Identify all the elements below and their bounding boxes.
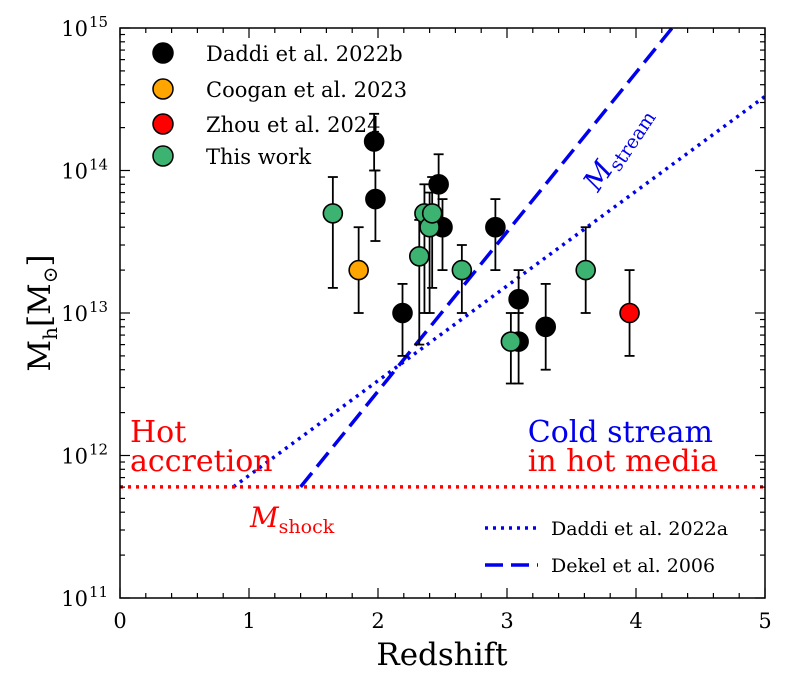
x-tick-label: 2 [371, 609, 384, 633]
legend-lines: Daddi et al. 2022a Dekel et al. 2006 [485, 518, 728, 577]
hot-accretion-label-line2: accretion [130, 444, 273, 479]
x-tick-label: 1 [242, 609, 255, 633]
y-tick-label: 10 [61, 160, 88, 184]
legend-points: Daddi et al. 2022b Coogan et al. 2023 Zh… [152, 42, 407, 169]
point-this-work-0 [322, 203, 344, 224]
legend-marker-this-work [152, 145, 174, 167]
legend-marker-coogan-2023 [152, 78, 174, 100]
x-tick-label: 3 [500, 609, 513, 633]
point-daddi-et-al-2022b-3 [428, 174, 449, 195]
axis-ticks [119, 27, 766, 599]
x-tick-label: 0 [113, 609, 126, 633]
cold-stream-label-line1: Cold stream [528, 415, 713, 450]
point-daddi-et-al-2022b-1 [365, 188, 386, 210]
point-daddi-et-al-2022b-5 [485, 216, 506, 238]
x-tick-label: 4 [629, 609, 642, 633]
line-daddi-et-al-2022a [232, 94, 767, 489]
y-tick-label-exponent: 11 [89, 583, 108, 601]
legend-label-zhou-2024: Zhou et al. 2024 [206, 113, 381, 137]
point-coogan-et-al-2023-0 [348, 259, 369, 281]
point-daddi-et-al-2022b-0 [363, 131, 385, 152]
y-tick-label-exponent: 12 [89, 441, 108, 459]
legend-label-daddi-2022b: Daddi et al. 2022b [206, 42, 403, 66]
m-shock-label: Mshock [249, 501, 335, 538]
point-daddi-et-al-2022b-8 [535, 316, 557, 338]
point-daddi-et-al-2022b-2 [392, 302, 413, 324]
point-this-work-5 [451, 259, 473, 281]
point-this-work-6 [500, 331, 522, 352]
y-tick-label: 10 [61, 587, 88, 611]
y-tick-label-exponent: 15 [89, 13, 108, 31]
legend-label-this-work: This work [206, 145, 311, 169]
y-tick-label: 10 [61, 17, 88, 41]
plot-frame [119, 27, 766, 599]
legend-marker-zhou-2024 [152, 113, 174, 135]
legend-label-coogan-2023: Coogan et al. 2023 [206, 78, 407, 102]
x-axis-label: Redshift [376, 637, 508, 673]
y-tick-label-exponent: 13 [89, 298, 108, 316]
line-dekel-et-al-2006 [299, 26, 674, 488]
point-zhou-et-al-2024-0 [619, 302, 640, 324]
cold-stream-label-line2: in hot media [528, 444, 718, 479]
y-tick-label-exponent: 14 [89, 156, 108, 174]
x-tick-label: 5 [758, 609, 771, 633]
m-stream-label: Mstream [576, 99, 661, 200]
model-lines [120, 26, 767, 489]
legend-label-daddi-2022a: Daddi et al. 2022a [551, 518, 728, 540]
legend-marker-daddi-2022b [152, 42, 174, 64]
hot-accretion-label-line1: Hot [130, 415, 186, 450]
data-points [322, 131, 640, 352]
point-this-work-1 [408, 245, 430, 267]
point-this-work-7 [575, 259, 596, 281]
error-bars [327, 112, 635, 385]
legend-label-dekel-2006: Dekel et al. 2006 [551, 555, 715, 577]
y-axis-label: Mh[M⊙] [22, 254, 62, 371]
point-daddi-et-al-2022b-6 [508, 288, 529, 310]
y-tick-label: 10 [61, 302, 88, 326]
y-tick-label: 10 [61, 445, 88, 469]
point-this-work-4 [421, 203, 443, 224]
